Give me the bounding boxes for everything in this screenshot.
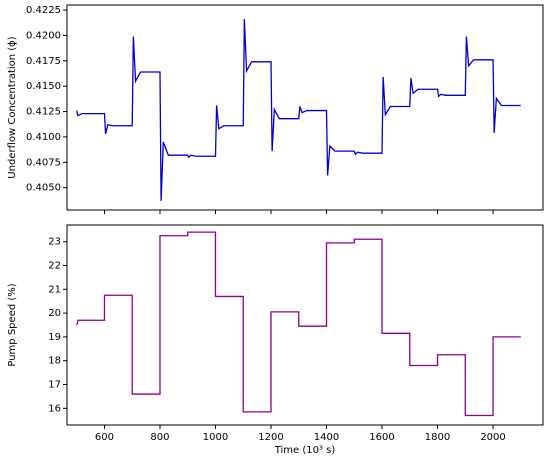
y-tick-label: 20 <box>48 308 61 319</box>
y-tick-label: 0.4050 <box>26 183 61 194</box>
y-tick-label: 0.4225 <box>26 5 61 16</box>
x-tick-label: 1600 <box>369 432 394 443</box>
y-tick-label: 0.4100 <box>26 132 61 143</box>
x-tick-label: 1800 <box>425 432 450 443</box>
x-tick-label: 2000 <box>480 432 505 443</box>
x-tick-label: 1400 <box>314 432 339 443</box>
x-tick-label: 1200 <box>258 432 283 443</box>
y-tick-label: 18 <box>48 356 61 367</box>
axes-frame <box>66 4 544 211</box>
x-axis-label: Time (10³ s) <box>274 445 336 456</box>
y-tick-label: 19 <box>48 332 61 343</box>
x-tick-label: 600 <box>95 432 114 443</box>
y-axis-label: Pump Speed (%) <box>7 283 18 366</box>
y-tick-label: 16 <box>48 403 61 414</box>
line <box>76 19 521 201</box>
y-tick-label: 0.4175 <box>26 56 61 67</box>
y-tick-label: 21 <box>48 284 61 295</box>
y-tick-label: 0.4125 <box>26 107 61 118</box>
y-tick-label: 22 <box>48 260 61 271</box>
y-axis-label: Underflow Concentration (ϕ) <box>7 36 18 178</box>
y-tick-label: 0.4200 <box>26 30 61 41</box>
y-tick-label: 17 <box>48 380 61 391</box>
axes-frame <box>66 224 544 426</box>
x-tick-label: 1000 <box>203 432 228 443</box>
x-tick-label: 800 <box>150 432 169 443</box>
y-tick-label: 0.4150 <box>26 81 61 92</box>
y-tick-label: 0.4075 <box>26 157 61 168</box>
y-tick-label: 23 <box>48 237 61 248</box>
line <box>76 231 521 417</box>
